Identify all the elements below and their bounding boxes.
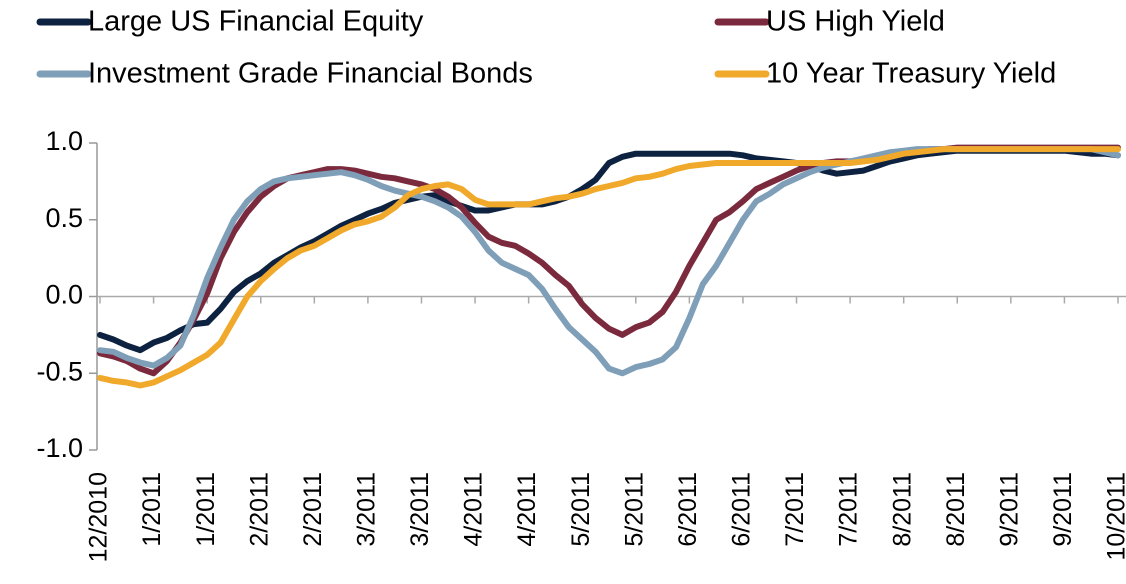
x-tick-label: 8/2011 [888,472,916,547]
x-tick-label: 2/2011 [299,472,327,547]
x-tick-label: 5/2011 [620,472,648,547]
legend-label: Investment Grade Financial Bonds [88,58,533,90]
legend-label: Large US Financial Equity [88,6,424,38]
x-tick-label: 8/2011 [942,472,970,547]
y-tick-label: 0.0 [45,280,83,310]
x-tick-label: 12/2010 [85,472,113,562]
y-tick-label: 1.0 [45,126,83,156]
x-tick-label: 6/2011 [728,472,756,547]
y-tick-label: 0.5 [45,203,83,233]
y-tick-label: -1.0 [36,433,83,463]
x-tick-label: 7/2011 [781,472,809,547]
y-tick-label: -0.5 [36,356,83,386]
x-tick-label: 4/2011 [460,472,488,547]
x-tick-label: 2/2011 [245,472,273,547]
x-tick-label: 10/2011 [1103,472,1126,561]
x-tick-label: 5/2011 [567,472,595,547]
x-tick-label: 3/2011 [353,472,381,547]
x-tick-label: 9/2011 [1049,472,1077,547]
x-tick-label: 1/2011 [192,472,220,547]
legend-label: US High Yield [766,6,945,38]
series-line [97,146,1121,389]
x-tick-label: 7/2011 [835,472,863,547]
x-tick-label: 6/2011 [674,472,702,547]
legend-label: 10 Year Treasury Yield [766,58,1056,90]
x-tick-label: 4/2011 [513,472,541,547]
x-tick-label: 3/2011 [406,472,434,547]
x-tick-label: 9/2011 [995,472,1023,547]
x-tick-label: 1/2011 [138,472,166,547]
